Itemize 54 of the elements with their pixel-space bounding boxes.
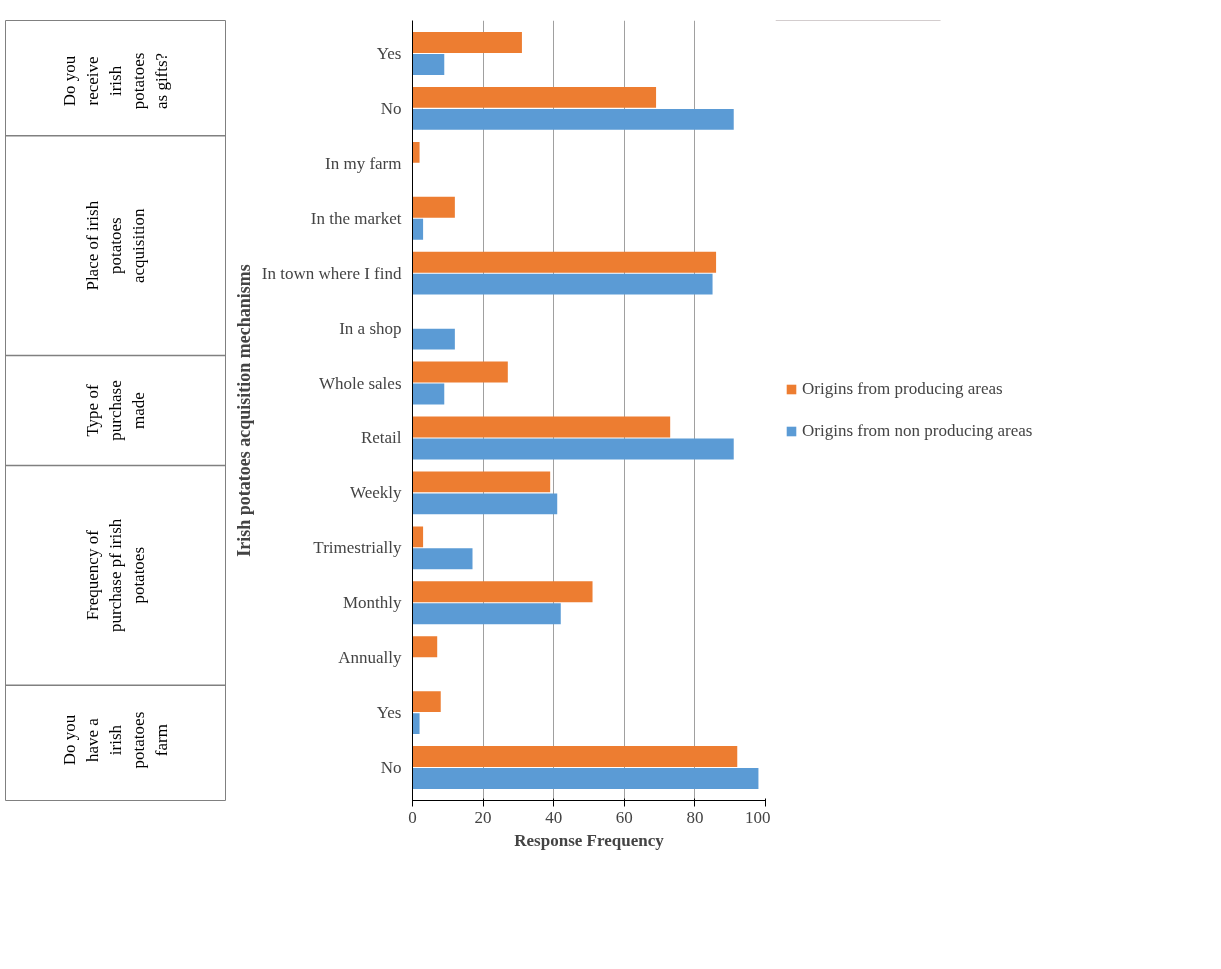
bar bbox=[412, 108, 734, 130]
text: Do you have a irish potatoes farm bbox=[60, 711, 171, 769]
x-tick-label: 60 bbox=[615, 807, 633, 827]
bar bbox=[412, 746, 738, 767]
x-tick-label: 40 bbox=[545, 807, 563, 827]
bar bbox=[412, 54, 445, 75]
bar bbox=[412, 603, 561, 625]
x-tick-label: 20 bbox=[474, 807, 492, 827]
bar bbox=[412, 636, 438, 658]
y-tick-label: No bbox=[380, 758, 402, 778]
bar bbox=[412, 328, 455, 350]
x-tick-label: 0 bbox=[408, 807, 417, 827]
text: Type of purchase made bbox=[83, 380, 148, 441]
bar bbox=[412, 438, 734, 460]
y-tick-label: In town where I find bbox=[261, 263, 402, 283]
text: Do you receive irish potatoes as gifts? bbox=[60, 52, 171, 110]
y-tick-label: Trimestrially bbox=[313, 538, 402, 558]
bar bbox=[412, 196, 455, 218]
bar bbox=[412, 416, 671, 438]
legend-label: Origins from non producing areas bbox=[802, 421, 1033, 441]
bar bbox=[412, 713, 420, 735]
y-tick-label: In a shop bbox=[339, 318, 402, 338]
bar bbox=[412, 251, 717, 273]
x-tick-label: 80 bbox=[686, 807, 704, 827]
bar bbox=[412, 218, 424, 240]
y-tick-label: Whole sales bbox=[318, 373, 402, 393]
y-tick-label: Retail bbox=[360, 428, 402, 448]
legend-label: Origins from producing areas bbox=[802, 379, 1003, 399]
bar bbox=[412, 32, 522, 53]
text: Place of irish potatoes acquisition bbox=[83, 200, 148, 291]
x-tick-label: 100 bbox=[745, 807, 771, 827]
bar bbox=[412, 526, 424, 548]
y-tick-label: Monthly bbox=[342, 593, 402, 613]
bar bbox=[412, 141, 420, 163]
y-tick-label: Annually bbox=[338, 648, 402, 668]
bar bbox=[412, 361, 508, 383]
bar bbox=[412, 471, 551, 493]
y-tick-label: No bbox=[380, 98, 402, 118]
y-tick-label: In the market bbox=[310, 208, 402, 228]
y-tick-label: In my farm bbox=[325, 153, 402, 173]
text: Frequency of purchase pf irish potatoes bbox=[83, 518, 148, 632]
y-tick-label: Yes bbox=[376, 703, 402, 723]
x-axis-title: Response Frequency bbox=[514, 830, 665, 850]
y-tick-label: Weekly bbox=[350, 483, 402, 503]
y-axis-title: Irish potatoes acquisition mechanisms bbox=[233, 264, 254, 557]
bar bbox=[412, 383, 445, 405]
bar bbox=[412, 691, 441, 713]
bar bbox=[412, 768, 759, 789]
bar bbox=[412, 86, 657, 108]
bar bbox=[412, 273, 713, 295]
y-tick-label: Yes bbox=[376, 43, 402, 63]
bar bbox=[412, 493, 558, 515]
bar bbox=[412, 581, 593, 603]
bar bbox=[412, 548, 473, 570]
